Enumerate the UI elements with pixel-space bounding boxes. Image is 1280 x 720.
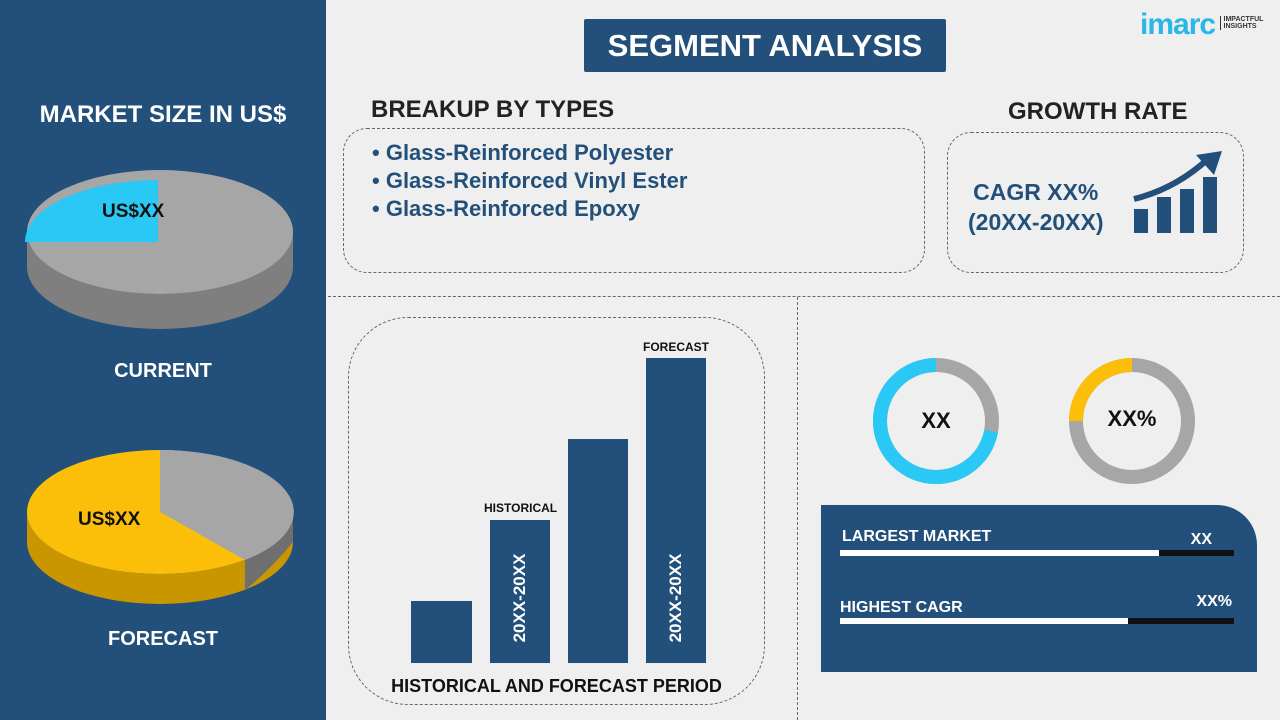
forecast-period: 20XX-20XX: [666, 553, 685, 643]
bar-4: [646, 358, 706, 663]
largest-market-label: LARGEST MARKET: [842, 528, 992, 545]
pie-gray-slice: [160, 449, 294, 560]
bar-chart-box: [348, 317, 765, 705]
current-value: US$XX: [102, 201, 165, 222]
largest-market-value: XX: [1190, 531, 1212, 548]
divider: [797, 297, 798, 720]
highest-cagr-value: XX%: [1196, 593, 1232, 610]
donut-1: [873, 358, 999, 484]
left-panel: MARKET SIZE IN US$ US$XX CURRENT US$XX F…: [0, 0, 326, 720]
highest-cagr-bar: [840, 618, 1234, 624]
logo-text: imarc: [1140, 8, 1216, 41]
market-size-heading: MARKET SIZE IN US$: [39, 101, 287, 128]
bar-chart-footer: HISTORICAL AND FORECAST PERIOD: [391, 676, 722, 696]
type-item: • Glass-Reinforced Vinyl Ester: [372, 168, 688, 193]
bar-2: [490, 520, 550, 663]
pie-cyan-slice: [25, 180, 158, 242]
stats-panel: LARGEST MARKET XX HIGHEST CAGR XX%: [821, 505, 1257, 672]
forecast-value: US$XX: [78, 509, 141, 530]
current-pie: US$XX: [25, 170, 293, 329]
pie-side: [27, 232, 293, 329]
growth-box: CAGR XX% (20XX-20XX): [947, 132, 1244, 273]
imarc-logo: imarc IMPACTFUL INSIGHTS: [1140, 8, 1280, 42]
bar-3: [568, 439, 628, 663]
donut-1-value: XX: [921, 408, 951, 433]
largest-market-bar: [840, 550, 1234, 556]
highest-cagr-label: HIGHEST CAGR: [840, 599, 963, 616]
divider: [328, 296, 1280, 297]
historical-label: HISTORICAL: [484, 501, 558, 515]
forecast-label: FORECAST: [108, 628, 218, 650]
donut-2: [1069, 358, 1195, 484]
type-item: • Glass-Reinforced Epoxy: [372, 196, 641, 221]
bar-1: [411, 601, 472, 663]
breakup-heading: BREAKUP BY TYPES: [371, 96, 615, 123]
cagr-period: (20XX-20XX): [968, 209, 1104, 235]
growth-heading: GROWTH RATE: [1008, 98, 1188, 125]
forecast-bar-label: FORECAST: [643, 340, 709, 354]
growth-chart-icon: [1133, 151, 1222, 233]
pie-side: [27, 512, 293, 604]
page-title: SEGMENT ANALYSIS: [584, 19, 946, 72]
breakup-box: • Glass-Reinforced Polyester • Glass-Rei…: [343, 128, 925, 273]
forecast-pie: US$XX: [27, 449, 294, 604]
type-item: • Glass-Reinforced Polyester: [372, 140, 674, 165]
logo-tagline: IMPACTFUL INSIGHTS: [1219, 16, 1280, 30]
cagr-text: CAGR XX%: [973, 179, 1099, 205]
donut-2-value: XX%: [1107, 406, 1157, 431]
historical-period: 20XX-20XX: [510, 553, 529, 643]
current-label: CURRENT: [114, 360, 212, 382]
